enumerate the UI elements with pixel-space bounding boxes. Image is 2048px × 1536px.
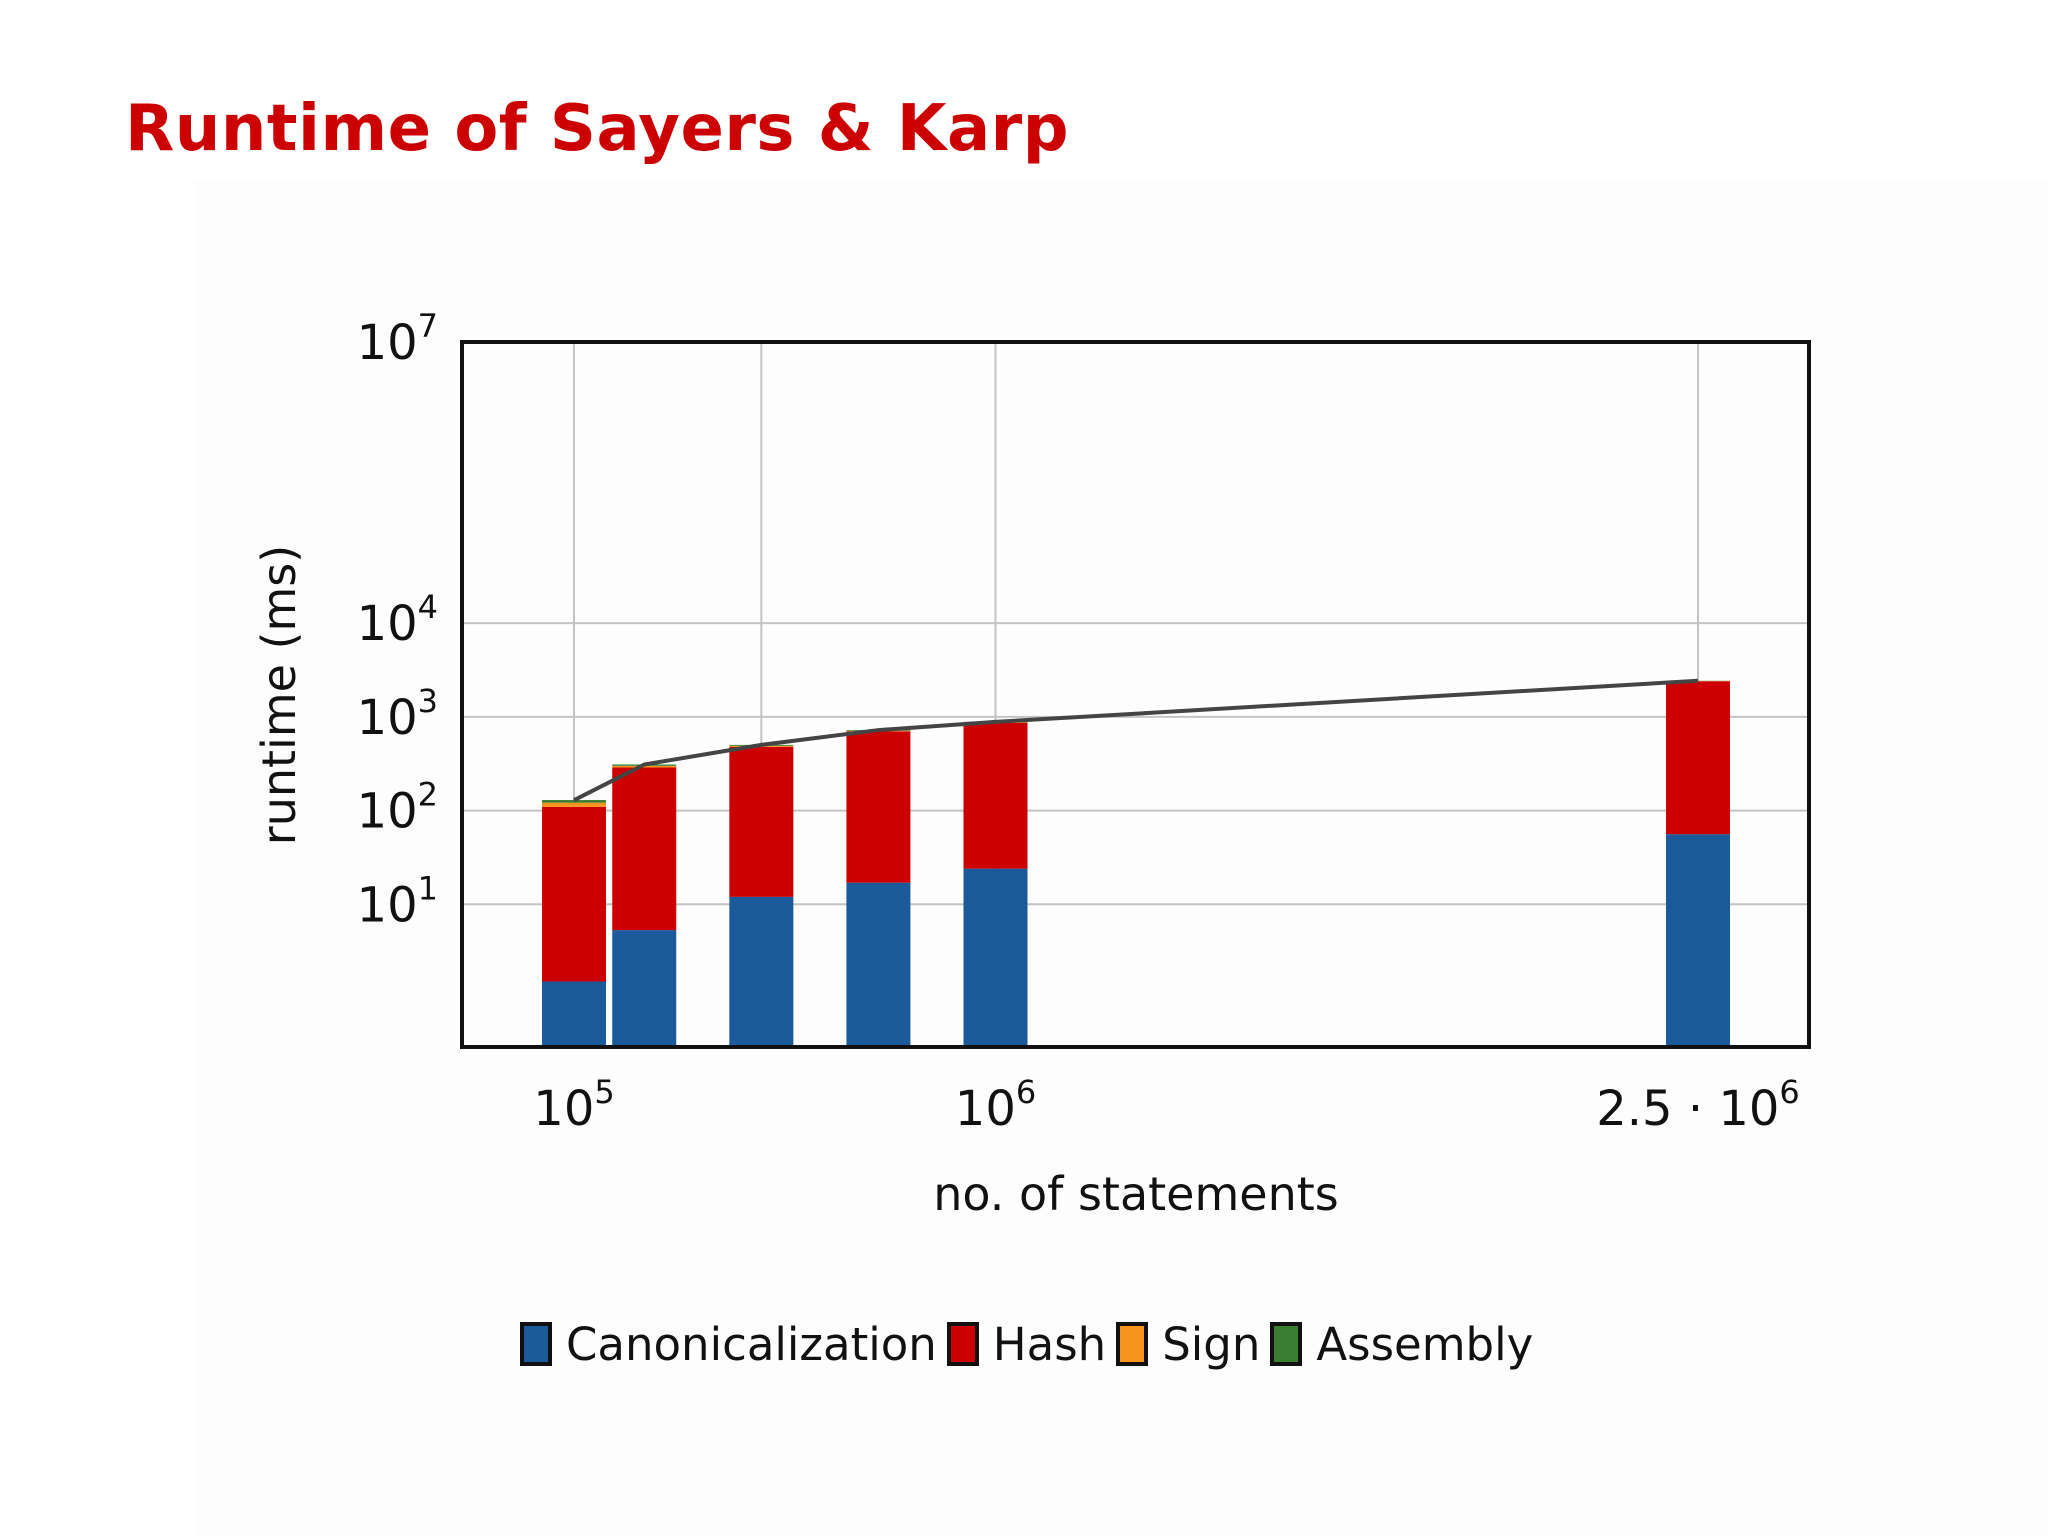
legend-item-hash: Hash: [946, 1317, 1107, 1371]
total-runtime-line: [573, 678, 1699, 802]
page-title: Runtime of Sayers & Karp: [125, 92, 1070, 166]
legend-label-assembly: Assembly: [1316, 1317, 1534, 1371]
y-tick-label-2: 103: [357, 682, 438, 746]
x-tick-exp-2: 6: [1779, 1073, 1799, 1111]
bar-hash-3: [846, 731, 911, 883]
legend-item-canonicalization: Canonicalization: [520, 1318, 937, 1371]
legend-label-sign: Sign: [1162, 1317, 1261, 1371]
y-tick-label-0: 101: [357, 869, 438, 933]
bar-hash-5: [1666, 681, 1730, 835]
x-tick-base-1: 10: [955, 1081, 1016, 1137]
legend-swatch-hash: [946, 1322, 979, 1366]
y-tick-exp-3: 4: [418, 588, 438, 626]
bar-canonicalization-1: [612, 930, 677, 1047]
y-tick-label-3: 104: [357, 588, 438, 652]
legend-item-sign: Sign: [1116, 1318, 1260, 1371]
bar-hash-2: [729, 746, 794, 897]
plot-frame: [460, 340, 1811, 1049]
bar-canonicalization-3: [846, 882, 911, 1047]
y-tick-base-3: 10: [357, 596, 418, 652]
bar-hash-0: [542, 806, 606, 982]
legend-swatch-assembly: [1270, 1322, 1303, 1366]
legend-swatch-sign: [1116, 1322, 1149, 1366]
bar-sign-0: [542, 802, 606, 807]
legend-swatch-canonicalization: [520, 1322, 552, 1366]
total-line-layer: [573, 678, 1699, 802]
x-tick-label-0: 105: [533, 1073, 614, 1137]
bar-canonicalization-5: [1666, 834, 1730, 1047]
legend-label-hash: Hash: [992, 1317, 1107, 1371]
bar-assembly-0: [542, 800, 606, 803]
bar-canonicalization-2: [729, 896, 794, 1047]
y-tick-base-4: 10: [357, 315, 418, 371]
y-tick-exp-2: 3: [418, 682, 438, 720]
bar-hash-1: [612, 767, 677, 931]
y-tick-exp-4: 7: [418, 307, 438, 345]
x-tick-label-2: 2.5 · 106: [1596, 1073, 1800, 1137]
legend-label-canonicalization: Canonicalization: [566, 1317, 937, 1371]
x-tick-exp-0: 5: [594, 1073, 614, 1111]
y-tick-base-2: 10: [357, 690, 418, 746]
x-tick-exp-1: 6: [1016, 1073, 1036, 1111]
bar-canonicalization-4: [963, 868, 1028, 1047]
y-tick-label-4: 107: [357, 307, 438, 371]
x-tick-base-0: 10: [533, 1081, 594, 1137]
y-tick-exp-1: 2: [418, 776, 438, 814]
y-tick-exp-0: 1: [418, 869, 438, 907]
y-tick-base-1: 10: [357, 784, 418, 840]
x-tick-base-2: 2.5 · 10: [1596, 1081, 1779, 1137]
x-tick-label-1: 106: [955, 1073, 1036, 1137]
slide-background: [195, 180, 2048, 1536]
x-axis-label: no. of statements: [933, 1167, 1339, 1221]
legend-item-assembly: Assembly: [1270, 1318, 1533, 1371]
y-tick-label-1: 102: [357, 776, 438, 840]
bar-hash-4: [963, 722, 1028, 869]
bar-stack-layer: [542, 680, 1730, 1047]
bar-canonicalization-0: [542, 981, 606, 1047]
y-axis-label: runtime (ms): [252, 545, 306, 845]
legend: Canonicalization Hash Sign Assembly: [520, 1316, 1543, 1372]
y-tick-base-0: 10: [357, 877, 418, 933]
